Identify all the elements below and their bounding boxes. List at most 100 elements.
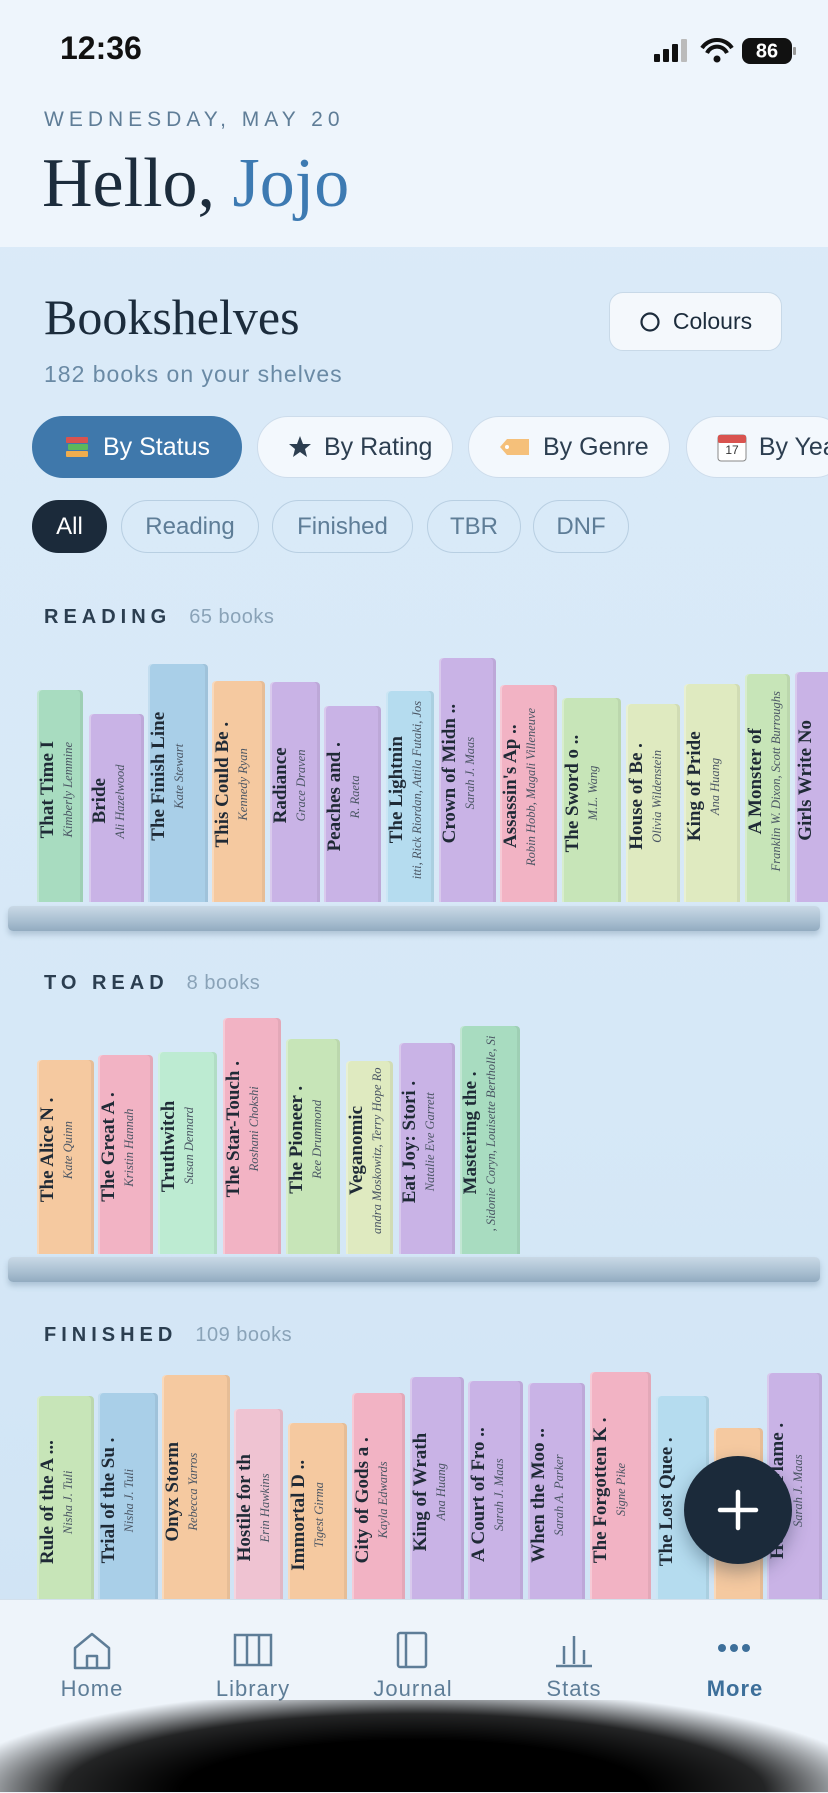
book-title: Eat Joy: Stori .: [398, 1080, 420, 1203]
book-spine[interactable]: Truthwitch Susan Dennard: [157, 1051, 217, 1254]
svg-text:17: 17: [725, 443, 739, 457]
book-spine[interactable]: Trial of the Su . Nisha J. Tuli: [98, 1393, 158, 1622]
journal-icon: [396, 1631, 428, 1669]
filter-chip[interactable]: DNF: [533, 500, 629, 553]
book-spine[interactable]: The Star-Touch . Roshani Chokshi: [222, 1017, 281, 1254]
book-author: itti, Rick Riordan, Attila Futaki, Jos: [410, 700, 425, 879]
book-spine[interactable]: King of Wrath Ana Huang: [410, 1377, 464, 1622]
greeting: Hello, Jojo: [42, 144, 349, 224]
book-author: Ana Huang: [434, 1463, 448, 1522]
shelf-count: 109 books: [195, 1323, 293, 1346]
filter-chip[interactable]: TBR: [427, 500, 521, 553]
spine-text: The Great A . Kristin Hannah: [98, 1055, 153, 1254]
filter-chip[interactable]: All: [32, 500, 107, 553]
book-spine[interactable]: The Alice N . Kate Quinn: [36, 1059, 94, 1254]
book-spine[interactable]: When the Moo .. Sarah A. Parker: [527, 1383, 585, 1622]
tab-label[interactable]: Journal: [373, 1676, 453, 1701]
book-author: M.L. Wang: [585, 765, 600, 821]
book-author: Susan Dennard: [181, 1107, 196, 1185]
book-author: Sarah J. Maas: [791, 1453, 806, 1527]
book-author: Ana Huang: [708, 757, 723, 815]
book-spine[interactable]: A Monster of Franklin W. Dixon, Scott Bur…: [744, 673, 791, 903]
group-chip[interactable]: By Status: [32, 416, 242, 478]
book-spine[interactable]: King of Pride Ana Huang: [684, 684, 741, 903]
book-title: Crown of Midn ..: [438, 703, 460, 843]
book-spine[interactable]: Onyx Storm Rebecca Yarros: [162, 1375, 230, 1622]
spine-text: Onyx Storm Rebecca Yarros: [162, 1375, 229, 1622]
book-spine[interactable]: The Forgotten K . Signe Pike: [590, 1371, 651, 1622]
status-time: 12:36: [60, 30, 142, 66]
book-title: King of Wrath: [410, 1433, 431, 1552]
book-spine[interactable]: This Could Be . Kennedy Ryan: [212, 680, 265, 903]
book-spine[interactable]: A Court of Fro .. Sarah J. Maas: [468, 1380, 524, 1622]
book-spine[interactable]: That Time I Kimberly Lemmine: [36, 689, 84, 903]
book-author: Nisha J. Tuli: [122, 1468, 137, 1533]
group-chip[interactable]: By Rating: [257, 416, 453, 478]
tab-label[interactable]: Home: [60, 1676, 124, 1701]
book-title: Truthwitch: [157, 1100, 179, 1192]
colours-label: Colours: [672, 308, 753, 334]
tab-label[interactable]: Library: [215, 1676, 291, 1701]
book-spine[interactable]: Crown of Midn .. Sarah J. Maas: [438, 657, 496, 903]
book-spine[interactable]: Hostile for th Erin Hawkins: [234, 1409, 284, 1622]
spine-text: The Alice N . Kate Quinn: [37, 1060, 94, 1254]
book-spine[interactable]: Veganomic andra Moskowitz, Terry Hope Ro: [346, 1060, 393, 1254]
add-button[interactable]: [684, 1456, 792, 1564]
book-author: Sarah J. Maas: [462, 736, 477, 810]
book-spine[interactable]: The Sword o .. M.L. Wang: [561, 697, 622, 903]
spine-text: Truthwitch Susan Dennard: [158, 1052, 217, 1254]
book-spine[interactable]: Mastering the ., Sidonie Coryn, Louisett…: [460, 1025, 520, 1254]
book-title: Assassin's Ap ..: [500, 724, 522, 849]
shelf-label: FINISHED 109 books: [44, 1323, 293, 1346]
book-spine[interactable]: The Lightnin itti, Rick Riordan, Attila F…: [386, 690, 434, 903]
stats-icon: [556, 1636, 592, 1668]
book-author: Signe Pike: [614, 1463, 629, 1517]
greeting-text: Hello,: [42, 145, 216, 222]
book-spine[interactable]: The Finish Line Kate Stewart: [148, 663, 208, 903]
book-author: Kennedy Ryan: [236, 748, 251, 821]
book-author: Rebecca Yarros: [186, 1452, 201, 1531]
spine-text: The Star-Touch . Roshani Chokshi: [223, 1018, 281, 1254]
tag-icon: [500, 439, 529, 455]
spine-text: The Forgotten K . Signe Pike: [590, 1372, 651, 1622]
tab-label[interactable]: Stats: [546, 1676, 602, 1701]
group-chip[interactable]: 17 By Year: [686, 416, 828, 478]
book-title: When the Moo ..: [527, 1428, 549, 1563]
book-spine[interactable]: The Great A . Kristin Hannah: [98, 1055, 154, 1254]
book-spine[interactable]: Rule of the A ... Nisha J. Tuli: [36, 1395, 94, 1622]
book-title: Bride: [89, 778, 111, 824]
book-title: The Alice N .: [36, 1097, 58, 1203]
user-name: Jojo: [232, 145, 350, 222]
book-spine[interactable]: Radiance Grace Draven: [269, 681, 320, 903]
book-author: Kate Stewart: [172, 743, 187, 809]
book-author: , Sidonie Coryn, Louisette Bertholle, Si: [484, 1034, 499, 1231]
spine-text: Eat Joy: Stori . Natalie Eve Garrett: [399, 1043, 455, 1254]
filter-chip[interactable]: Finished: [272, 500, 413, 553]
book-spine[interactable]: Immortal D .. Tigest Girma: [287, 1423, 348, 1622]
spine-text: King of Wrath Ana Huang: [410, 1377, 464, 1621]
spine-text: Hostile for th Erin Hawkins: [234, 1409, 283, 1621]
book-author: Natalie Eve Garrett: [422, 1091, 437, 1191]
book-spine[interactable]: Peaches and . R. Raeta: [324, 705, 382, 903]
group-chip[interactable]: By Genre: [468, 416, 670, 478]
shelf-label: READING 65 books: [44, 606, 275, 629]
book-spine[interactable]: The Pioneer . Ree Drummond: [285, 1039, 341, 1254]
book-spine[interactable]: Girls Write No: [794, 671, 828, 903]
spine-text: Immortal D .. Tigest Girma: [288, 1423, 347, 1622]
section-title: Bookshelves: [44, 289, 300, 345]
calendar-icon: 17: [717, 434, 747, 462]
filter-chip[interactable]: Reading: [121, 500, 259, 553]
book-title: Girls Write No: [794, 719, 816, 841]
book-title: Immortal D ..: [287, 1459, 309, 1571]
colours-button[interactable]: Colours: [609, 292, 782, 351]
book-spine[interactable]: Assassin's Ap .. Robin Hobb, Magali Ville…: [500, 685, 558, 903]
book-spine[interactable]: City of Gods a . Kayla Edwards: [351, 1393, 406, 1622]
book-title: The Lightnin: [386, 735, 408, 844]
book-spine[interactable]: Eat Joy: Stori . Natalie Eve Garrett: [398, 1042, 455, 1254]
spine-text: A Court of Fro .. Sarah J. Maas: [468, 1381, 523, 1622]
book-spine[interactable]: House of Be . Olivia Wildenstein: [625, 703, 680, 903]
book-author: Nisha J. Tuli: [60, 1469, 75, 1534]
book-spine[interactable]: Bride Ali Hazelwood: [89, 713, 144, 903]
book-title: The Finish Line: [148, 711, 170, 841]
tab-label[interactable]: More: [706, 1676, 764, 1701]
